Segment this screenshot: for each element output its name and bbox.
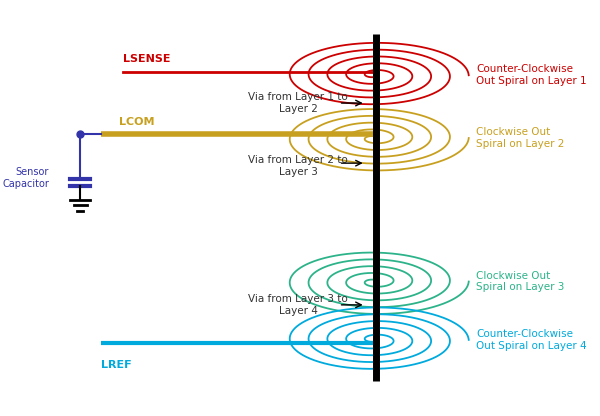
- Text: Sensor
Capacitor: Sensor Capacitor: [2, 167, 49, 189]
- Text: Via from Layer 3 to
Layer 4: Via from Layer 3 to Layer 4: [248, 294, 348, 316]
- Text: LREF: LREF: [101, 359, 131, 369]
- Text: Clockwise Out
Spiral on Layer 3: Clockwise Out Spiral on Layer 3: [476, 271, 564, 292]
- Text: Counter-Clockwise
Out Spiral on Layer 4: Counter-Clockwise Out Spiral on Layer 4: [476, 329, 587, 351]
- Text: LSENSE: LSENSE: [124, 54, 171, 64]
- Text: Via from Layer 1 to
Layer 2: Via from Layer 1 to Layer 2: [248, 92, 348, 114]
- Text: Via from Layer 2 to
Layer 3: Via from Layer 2 to Layer 3: [248, 155, 348, 177]
- Text: Clockwise Out
Spiral on Layer 2: Clockwise Out Spiral on Layer 2: [476, 127, 564, 149]
- Text: LCOM: LCOM: [119, 117, 154, 127]
- Text: Counter-Clockwise
Out Spiral on Layer 1: Counter-Clockwise Out Spiral on Layer 1: [476, 64, 587, 86]
